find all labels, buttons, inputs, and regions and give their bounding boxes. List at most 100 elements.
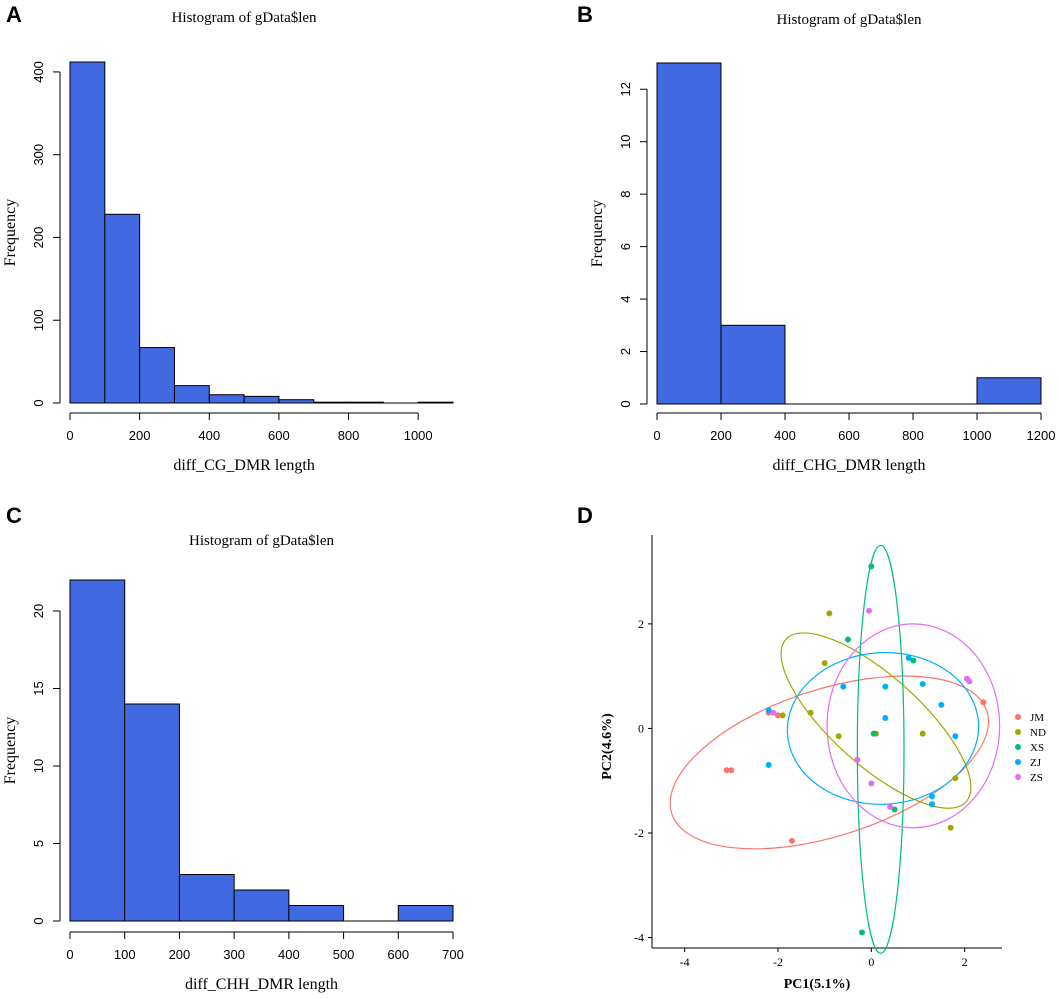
histogram-bar — [417, 401, 454, 404]
x-axis-title: diff_CHH_DMR length — [185, 976, 338, 993]
data-point-zj — [882, 683, 889, 690]
panel-label-c: C — [6, 503, 22, 528]
data-point-zs — [887, 803, 893, 810]
data-point-jm — [789, 837, 795, 844]
x-tick-label: 600 — [268, 428, 290, 443]
y-tick-label: 2 — [618, 348, 633, 355]
data-point-nd — [947, 824, 954, 831]
chart-title: Histogram of gData$len — [172, 10, 317, 26]
x-tick-label: 400 — [774, 428, 796, 443]
x-tick-label: 2 — [962, 955, 968, 969]
x-tick-label: 300 — [223, 947, 245, 962]
data-point-xs — [859, 929, 865, 936]
data-point-zj — [938, 701, 945, 708]
histogram-bar — [348, 401, 384, 404]
x-axis-title: PC1(5.1%) — [784, 977, 851, 992]
x-tick-label: 400 — [278, 947, 300, 962]
x-tick-label: 0 — [653, 428, 660, 443]
legend-label-nd: ND — [1030, 727, 1046, 739]
x-tick-label: -2 — [773, 955, 783, 969]
histogram-bar — [243, 395, 280, 404]
legend-label-xs: XS — [1030, 742, 1044, 754]
data-point-zj — [952, 733, 959, 740]
data-point-zj — [840, 683, 847, 690]
x-tick-label: 700 — [442, 947, 464, 962]
histogram-bar — [124, 703, 180, 922]
data-point-nd — [826, 610, 833, 617]
histogram-bar — [656, 62, 722, 405]
data-point-zj — [765, 707, 772, 714]
x-tick-label: 100 — [114, 947, 136, 962]
histogram-bar — [976, 377, 1042, 405]
legend-label-zs: ZS — [1030, 772, 1043, 784]
panel-label-a: A — [6, 2, 22, 27]
pca-scatter: -4 -2 0 2 -4 -2 0 2 PC1(5.1%) PC2(4.6%) JM ND XS ZJ ZS — [600, 535, 1046, 992]
y-tick-label: 2 — [638, 617, 644, 631]
data-point-jm — [980, 699, 987, 706]
data-point-xs — [891, 806, 898, 813]
y-axis-title: Frequency — [589, 200, 606, 268]
x-tick-label: 0 — [66, 428, 73, 443]
data-point-nd — [807, 709, 814, 716]
confidence-ellipse-jm — [669, 675, 990, 850]
data-point-xs — [868, 563, 875, 570]
histogram-bar — [139, 347, 175, 404]
panel-label-d: D — [577, 503, 593, 528]
histogram-bar — [104, 213, 141, 404]
confidence-ellipse-nd — [780, 632, 972, 809]
data-point-zs — [770, 709, 777, 716]
y-tick-label: 0 — [618, 400, 633, 407]
x-tick-label: 0 — [66, 947, 73, 962]
data-point-zs — [866, 607, 872, 614]
confidence-ellipse-zj — [786, 651, 980, 805]
data-point-xs — [910, 657, 917, 664]
y-tick-label: 8 — [618, 191, 633, 198]
data-point-nd — [779, 712, 786, 719]
legend-label-jm: JM — [1030, 712, 1044, 724]
confidence-ellipse-zs — [826, 623, 1001, 829]
panel-label-b: B — [577, 2, 593, 27]
data-point-jm — [728, 767, 735, 774]
histogram-bar — [178, 874, 235, 922]
y-tick-label: 15 — [31, 681, 46, 695]
legend-label-zj: ZJ — [1030, 757, 1042, 769]
data-point-zj — [929, 793, 935, 800]
y-tick-label: 5 — [31, 840, 46, 847]
data-point-zs — [868, 780, 875, 787]
y-tick-label: 200 — [31, 227, 46, 249]
data-point-jm — [723, 767, 730, 774]
histogram-bar — [69, 579, 126, 922]
x-tick-label: 200 — [169, 947, 191, 962]
histogram-bar — [208, 394, 245, 404]
x-tick-label: 200 — [710, 428, 732, 443]
y-tick-label: 20 — [31, 604, 46, 618]
data-point-zj — [765, 762, 772, 769]
histogram-bar — [288, 905, 345, 922]
data-point-nd — [835, 733, 842, 740]
y-axis-title: Frequency — [2, 717, 19, 785]
y-tick-label: 400 — [31, 61, 46, 83]
confidence-ellipse-xs — [856, 544, 905, 954]
y-tick-label: 12 — [618, 82, 633, 96]
histogram-bar — [313, 401, 350, 404]
histogram-bar — [233, 889, 290, 922]
chart-title: Histogram of gData$len — [189, 533, 334, 549]
x-tick-label: -4 — [680, 955, 690, 969]
y-axis-title: PC2(4.6%) — [600, 713, 615, 780]
x-tick-label: 800 — [902, 428, 924, 443]
y-tick-label: -2 — [634, 826, 644, 840]
y-tick-label: 0 — [31, 917, 46, 924]
data-point-xs — [845, 636, 851, 643]
y-tick-label: 0 — [31, 399, 46, 406]
x-tick-label: 800 — [338, 428, 360, 443]
x-tick-label: 1000 — [963, 428, 992, 443]
legend-marker-jm — [1015, 714, 1021, 720]
legend-marker-zs — [1015, 774, 1021, 780]
histogram-bar — [69, 61, 106, 404]
data-point-nd — [821, 660, 828, 667]
y-tick-label: 0 — [638, 721, 644, 735]
data-point-zs — [966, 678, 973, 685]
histogram-bar — [397, 905, 454, 922]
